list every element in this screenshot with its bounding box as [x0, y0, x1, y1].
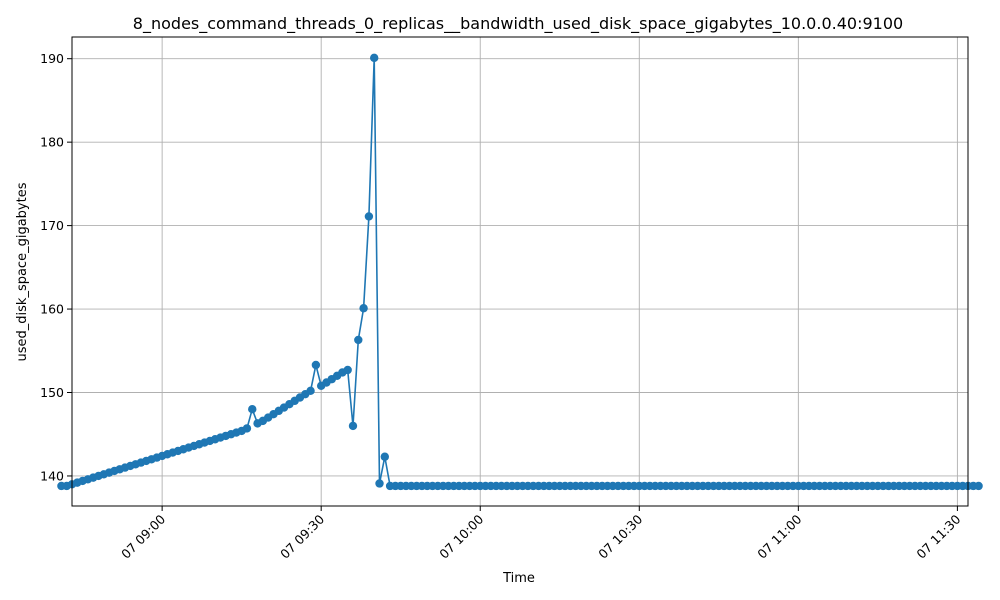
x-tick-label: 07 09:00 [118, 511, 168, 561]
data-point [364, 212, 374, 221]
chart-title: 8_nodes_command_threads_0_replicas__band… [133, 14, 903, 34]
y-tick-label: 140 [40, 468, 64, 483]
data-point [375, 479, 384, 488]
data-point [370, 53, 379, 63]
plot-frame [71, 36, 969, 507]
y-tick-label: 150 [40, 385, 64, 400]
data-point [359, 304, 368, 313]
data-point [354, 335, 363, 345]
data-point [974, 481, 983, 491]
y-tick-label: 160 [40, 302, 64, 317]
data-point [248, 405, 257, 414]
data-point [348, 421, 358, 431]
data-point [311, 360, 321, 370]
y-tick-label: 190 [40, 51, 64, 66]
x-tick-label: 07 10:30 [595, 511, 645, 561]
y-axis-label: used_disk_space_gigabytes [15, 182, 30, 361]
x-tick-label: 07 11:30 [913, 511, 963, 561]
x-tick-label: 07 11:00 [754, 511, 804, 561]
grid-layer [72, 37, 968, 506]
data-point [306, 386, 315, 396]
series-line [61, 57, 979, 487]
data-point [343, 365, 352, 375]
x-tick-label: 07 09:30 [277, 511, 327, 561]
y-tick-label: 180 [40, 135, 64, 150]
data-point [242, 424, 252, 433]
data-point [380, 452, 389, 461]
x-tick-label: 07 10:00 [436, 511, 486, 561]
x-axis-label: Time [502, 571, 535, 586]
series-layer [57, 53, 983, 491]
y-tick-label: 170 [40, 218, 64, 233]
